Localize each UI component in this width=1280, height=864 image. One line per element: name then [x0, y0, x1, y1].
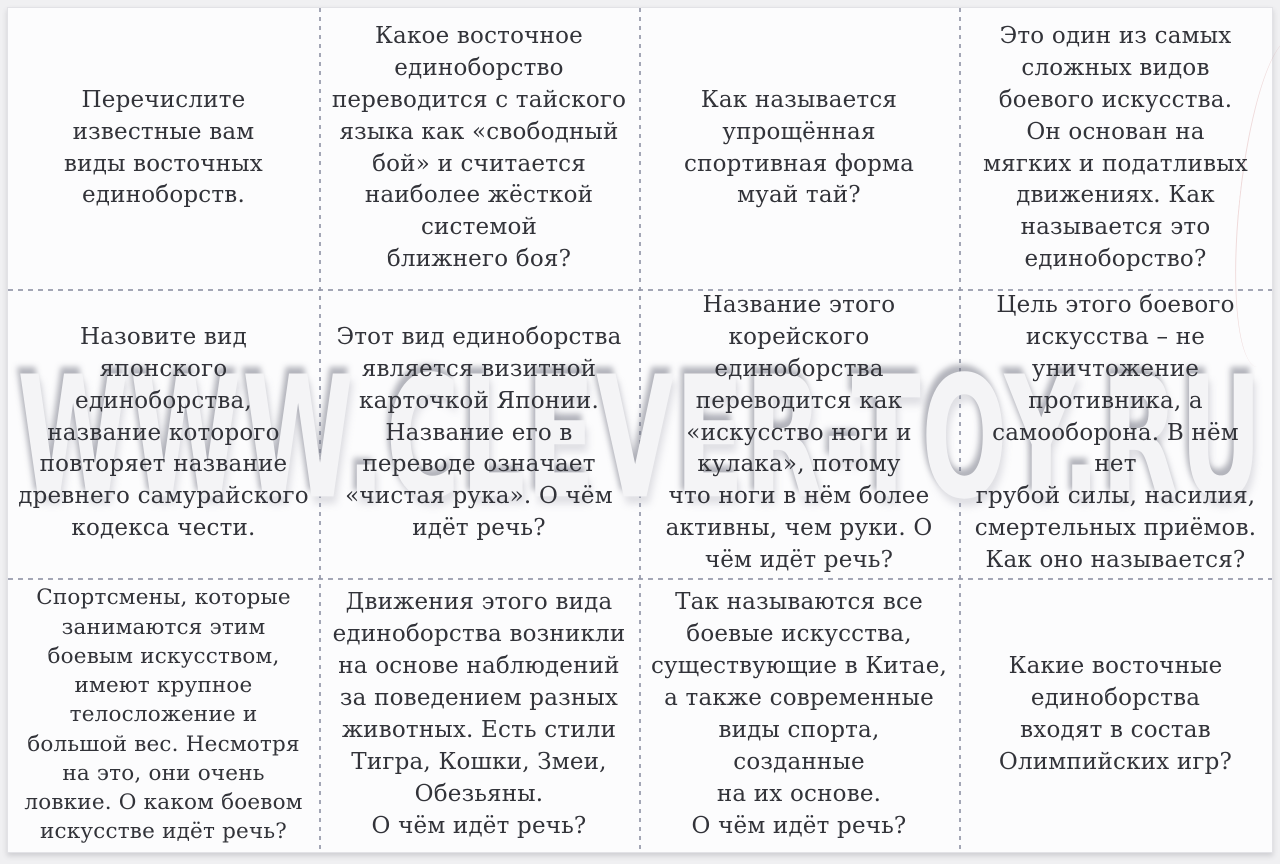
cut-line-horizontal-2	[8, 578, 1272, 580]
card-question-text: Назовите вид японского единоборства, наз…	[18, 323, 309, 542]
quiz-card-12: Какие восточные единоборства входят в со…	[959, 578, 1272, 852]
quiz-card-9: Спортсмены, которые занимаются этим боев…	[8, 578, 319, 852]
cut-line-vertical-2	[639, 8, 641, 852]
quiz-card-4: Это один из самых сложных видов боевого …	[959, 8, 1272, 289]
quiz-card-5: Назовите вид японского единоборства, наз…	[8, 289, 319, 578]
card-question-text: Этот вид единоборства является визитной …	[336, 323, 622, 542]
quiz-card-2: Какое восточное единоборство переводится…	[319, 8, 639, 289]
cut-line-horizontal-1	[8, 289, 1272, 291]
quiz-card-8: Цель этого боевого искусства – не уничто…	[959, 289, 1272, 578]
quiz-card-6: Этот вид единоборства является визитной …	[319, 289, 639, 578]
cut-line-vertical-3	[959, 8, 961, 852]
quiz-card-3: Как называется упрощённая спортивная фор…	[639, 8, 959, 289]
card-question-text: Перечислите известные вам виды восточных…	[64, 86, 263, 209]
card-question-text: Как называется упрощённая спортивная фор…	[683, 86, 915, 209]
card-question-text: Так называются все боевые искусства, сущ…	[650, 589, 948, 839]
card-question-text: Спортсмены, которые занимаются этим боев…	[24, 585, 303, 845]
card-grid: Перечислите известные вам виды восточных…	[8, 8, 1272, 852]
card-question-text: Название этого корейского единоборства п…	[665, 291, 933, 574]
quiz-card-11: Так называются все боевые искусства, сущ…	[639, 578, 959, 852]
card-question-text: Движения этого вида единоборства возникл…	[332, 589, 626, 839]
card-question-text: Какие восточные единоборства входят в со…	[998, 653, 1233, 775]
card-question-text: Цель этого боевого искусства – не уничто…	[974, 291, 1257, 574]
quiz-card-10: Движения этого вида единоборства возникл…	[319, 578, 639, 852]
card-question-text: Это один из самых сложных видов боевого …	[983, 22, 1248, 273]
cut-line-vertical-1	[319, 8, 321, 852]
card-question-text: Какое восточное единоборство переводится…	[331, 22, 627, 273]
card-sheet: WWW.CLEVER-TOY.RU Перечислите известные …	[7, 7, 1280, 853]
quiz-card-1: Перечислите известные вам виды восточных…	[8, 8, 319, 289]
quiz-card-7: Название этого корейского единоборства п…	[639, 289, 959, 578]
